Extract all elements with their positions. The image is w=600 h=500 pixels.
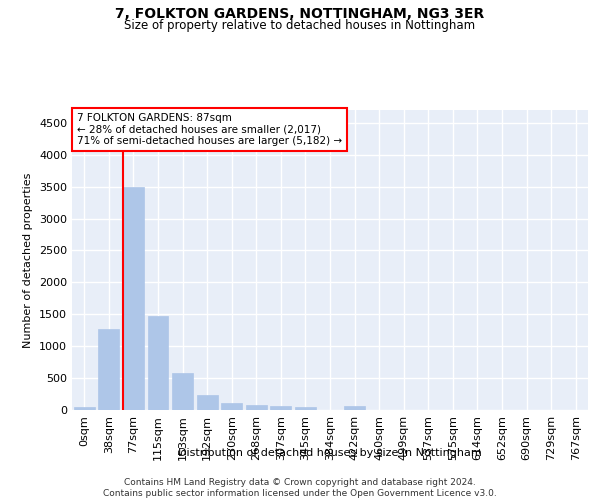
Bar [172, 374, 193, 410]
Bar [221, 402, 242, 410]
Bar [271, 406, 292, 410]
Bar [344, 406, 365, 410]
Bar [74, 408, 95, 410]
Bar [197, 394, 218, 410]
Text: Size of property relative to detached houses in Nottingham: Size of property relative to detached ho… [124, 19, 476, 32]
Text: 7, FOLKTON GARDENS, NOTTINGHAM, NG3 3ER: 7, FOLKTON GARDENS, NOTTINGHAM, NG3 3ER [115, 8, 485, 22]
Bar [246, 405, 267, 410]
Y-axis label: Number of detached properties: Number of detached properties [23, 172, 34, 348]
Text: 7 FOLKTON GARDENS: 87sqm
← 28% of detached houses are smaller (2,017)
71% of sem: 7 FOLKTON GARDENS: 87sqm ← 28% of detach… [77, 113, 342, 146]
Text: Distribution of detached houses by size in Nottingham: Distribution of detached houses by size … [178, 448, 482, 458]
Bar [98, 329, 119, 410]
Bar [295, 408, 316, 410]
Bar [148, 316, 169, 410]
Bar [123, 186, 144, 410]
Text: Contains HM Land Registry data © Crown copyright and database right 2024.
Contai: Contains HM Land Registry data © Crown c… [103, 478, 497, 498]
